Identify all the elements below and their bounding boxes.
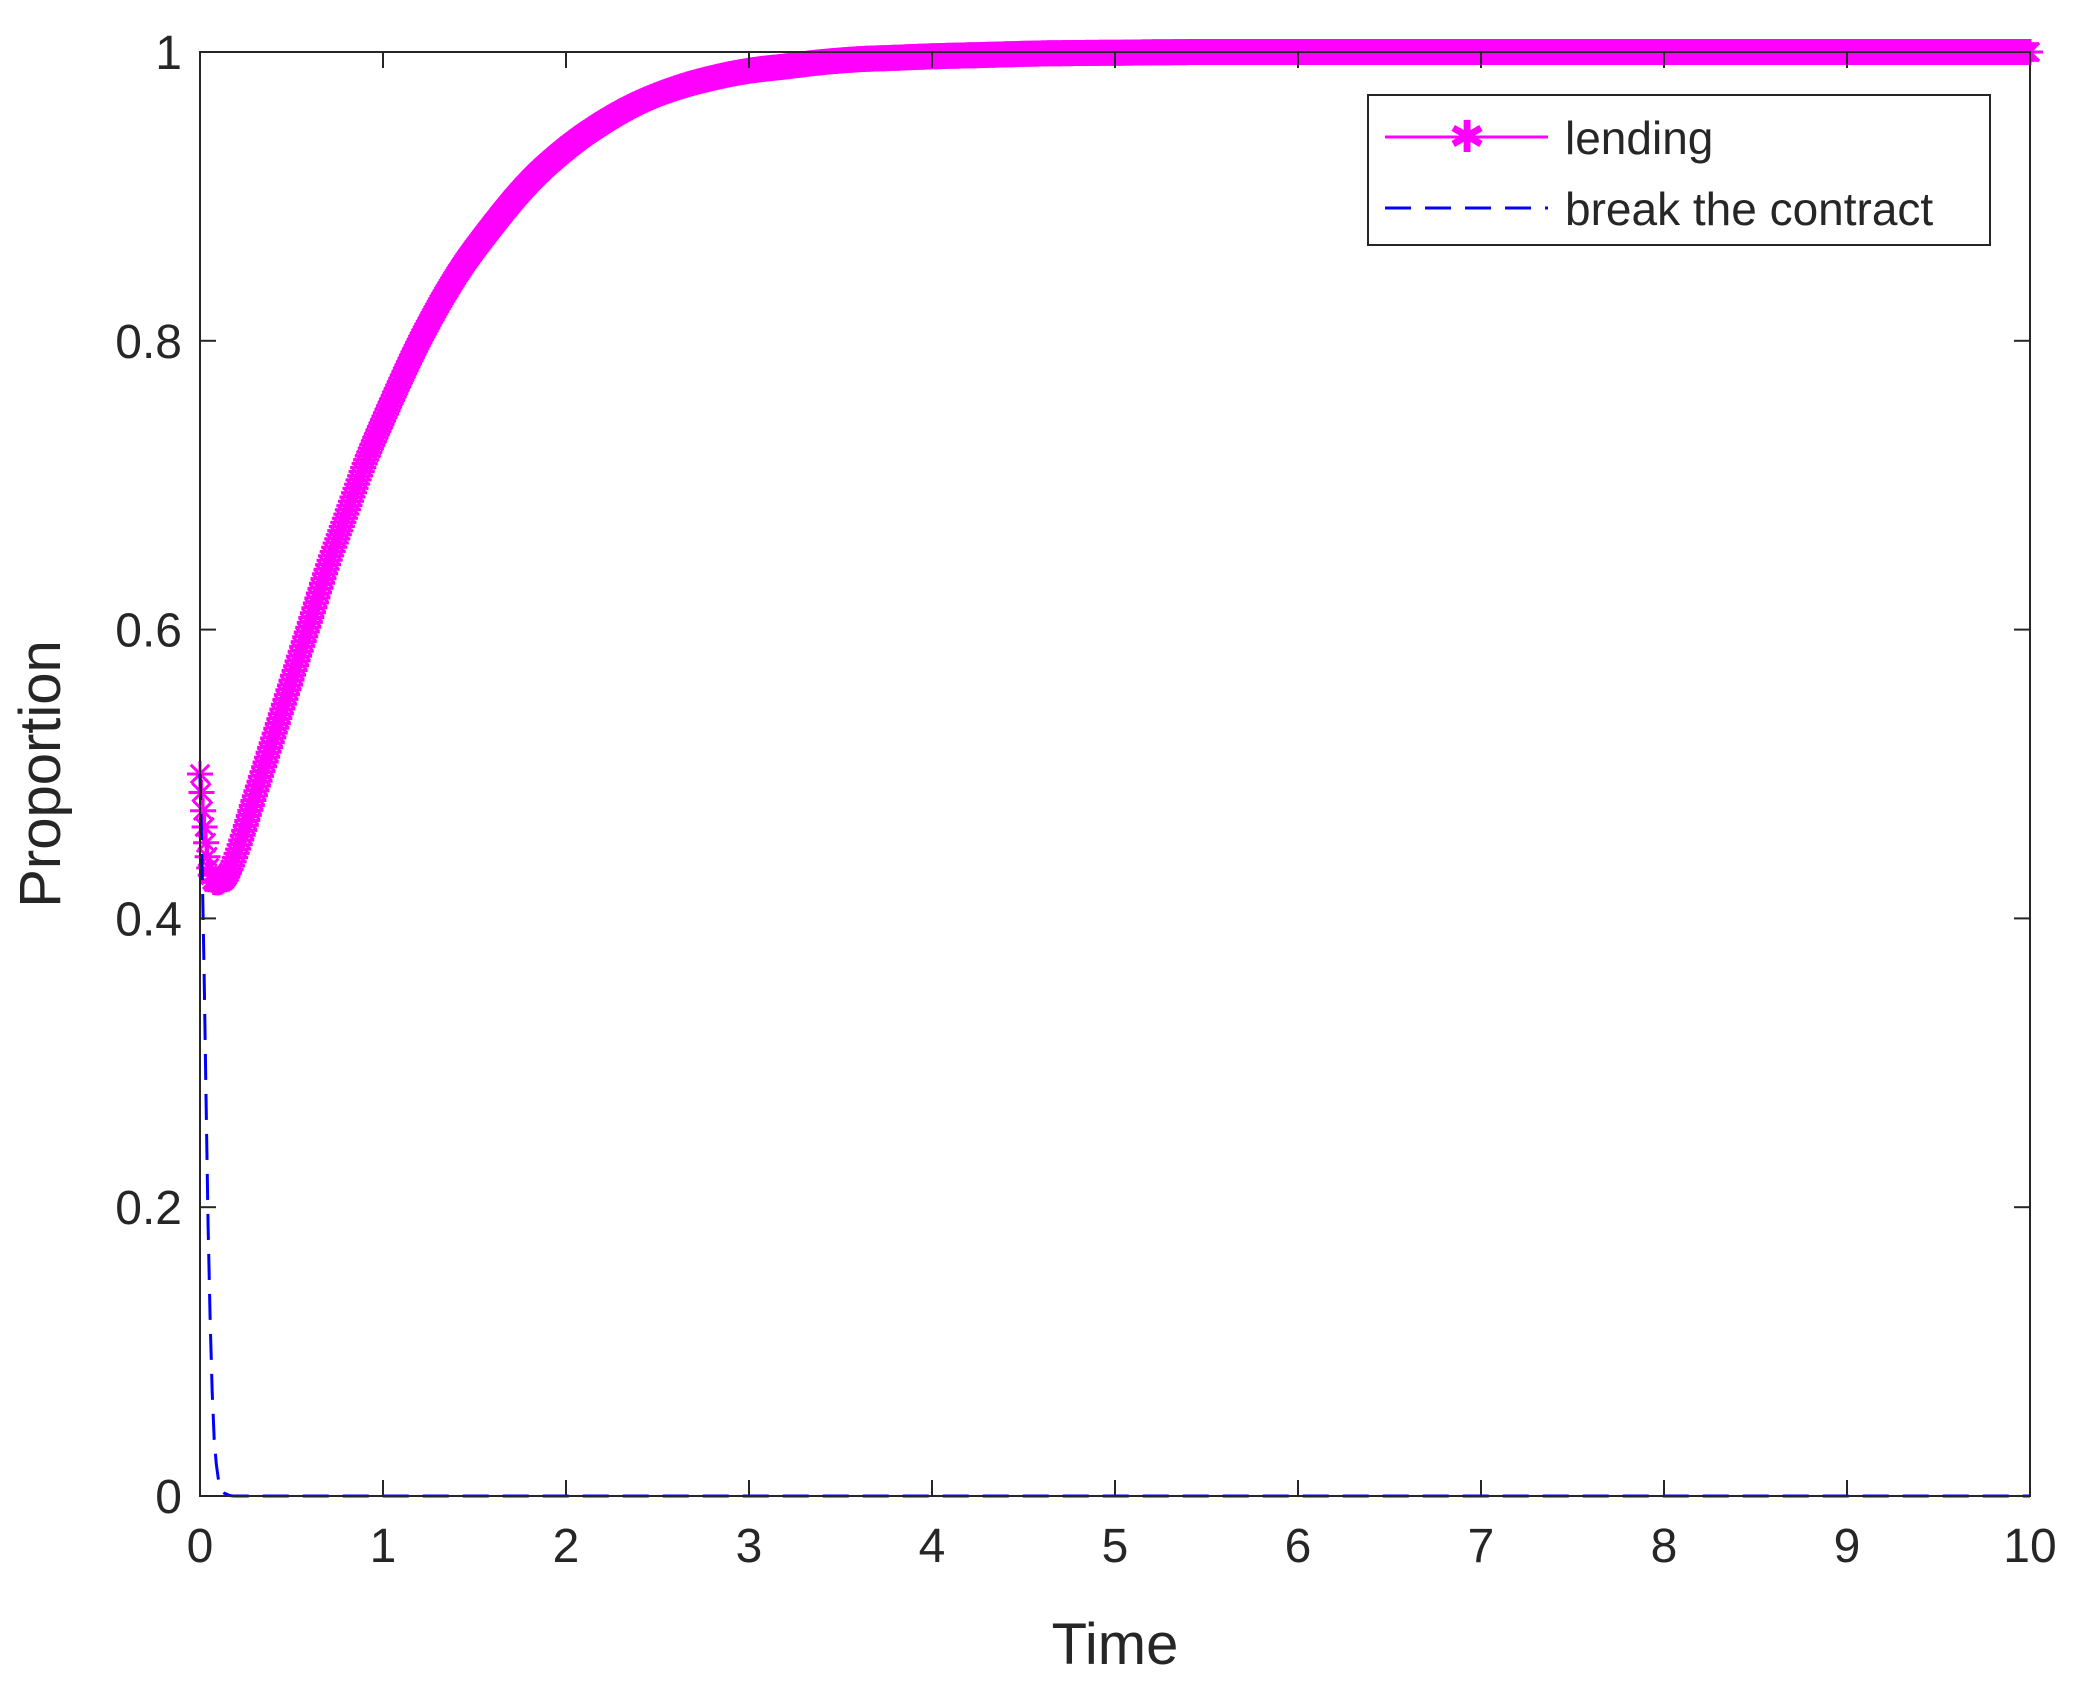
lending-marker xyxy=(305,580,332,606)
lending-marker xyxy=(231,817,258,844)
lending-marker xyxy=(353,446,380,473)
legend-lending-marker: ✱ xyxy=(1449,112,1486,163)
y-tick-label: 1 xyxy=(155,27,182,80)
lending-marker xyxy=(318,542,345,569)
legend-lending-label: lending xyxy=(1565,112,1713,164)
lending-marker xyxy=(225,836,252,863)
y-tick-label: 0 xyxy=(155,1471,182,1524)
legend: ✱ lending break the contract xyxy=(1367,94,1991,246)
legend-box xyxy=(1367,94,1991,246)
legend-break-label: break the contract xyxy=(1565,183,1933,235)
y-tick-label: 0.6 xyxy=(115,605,182,658)
plot-area xyxy=(200,52,2030,1496)
x-tick-label: 7 xyxy=(1468,1520,1495,1573)
x-tick-label: 5 xyxy=(1102,1520,1129,1573)
lending-marker xyxy=(348,458,375,485)
x-axis-label: Time xyxy=(1052,1612,1179,1677)
x-tick-label: 9 xyxy=(1834,1520,1861,1573)
x-tick-label: 3 xyxy=(736,1520,763,1573)
x-tick-label: 4 xyxy=(919,1520,946,1573)
y-tick-label: 0.8 xyxy=(115,316,182,369)
lending-marker xyxy=(193,829,220,856)
lending-marker xyxy=(298,604,325,631)
lending-marker xyxy=(322,530,349,556)
lending-marker xyxy=(286,643,313,670)
lending-marker xyxy=(191,814,218,840)
lending-marker xyxy=(257,734,284,761)
lending-marker xyxy=(342,475,369,502)
x-tick-label: 1 xyxy=(370,1520,397,1573)
lending-marker xyxy=(328,513,355,540)
x-tick-label: 8 xyxy=(1651,1520,1678,1573)
lending-marker xyxy=(336,492,363,519)
x-tick-label: 2 xyxy=(553,1520,580,1573)
lending-marker xyxy=(310,565,337,592)
x-tick-label: 0 xyxy=(187,1520,214,1573)
lending-marker xyxy=(244,773,271,799)
lending-marker xyxy=(275,676,302,703)
lending-marker xyxy=(280,662,306,689)
lending-marker xyxy=(267,700,294,727)
y-tick-label: 0.2 xyxy=(115,1182,182,1235)
lending-marker xyxy=(238,792,265,819)
lending-marker xyxy=(292,623,319,650)
ticks-layer: 0 1 2 3 4 5 6 7 8 9 10 0 0.2 0.4 0.6 0.8 1 xyxy=(115,27,2056,1573)
y-tick-label: 0.4 xyxy=(115,893,182,946)
x-tick-label: 6 xyxy=(1285,1520,1312,1573)
lending-marker xyxy=(249,758,276,785)
y-axis-label: Proportion xyxy=(8,640,73,908)
lending-marker xyxy=(194,843,221,870)
x-tick-label: 10 xyxy=(2003,1520,2056,1573)
lending-marker xyxy=(261,720,288,747)
lending-marker xyxy=(219,852,245,879)
lending-marker xyxy=(190,797,217,824)
